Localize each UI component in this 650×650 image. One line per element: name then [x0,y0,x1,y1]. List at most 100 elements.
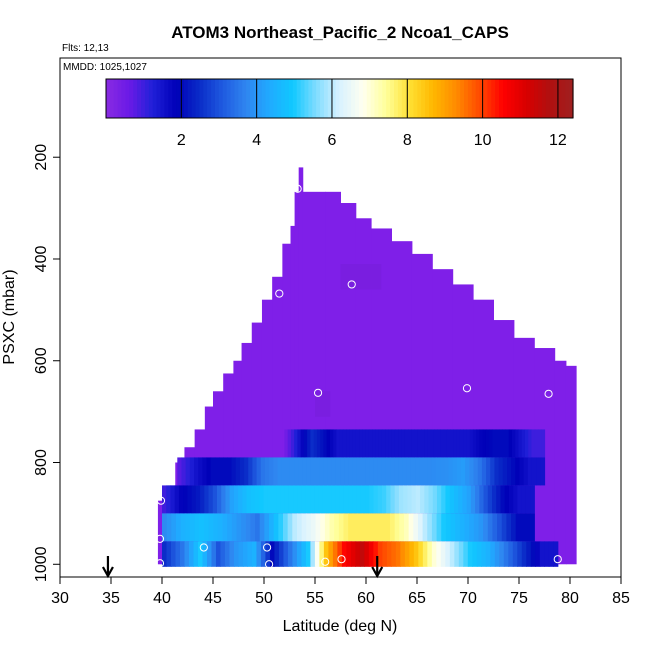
y-axis-label: PSXC (mbar) [1,269,18,364]
heat-cell [289,457,295,486]
colorbar-swatch [269,79,274,118]
heat-cell [476,429,481,458]
heat-cell [464,513,470,542]
heat-cell [443,429,448,458]
heat-cell [217,485,222,514]
heat-cell [350,541,356,567]
colorbar-swatch [374,79,380,118]
heat-cell [203,513,210,542]
heat-cell [280,485,286,514]
colorbar-swatch [242,79,247,118]
colorbar-swatch [148,79,154,118]
heat-cell [465,457,470,486]
heat-cell [445,541,451,567]
heat-cell [340,457,345,486]
sample-point [155,559,165,568]
heat-cell [469,457,475,486]
heat-cell [504,485,510,514]
heat-cell [382,541,388,567]
heat-cell [378,429,383,458]
heat-cell [175,513,182,542]
colorbar-tick-label: 10 [474,132,492,149]
heat-cell [301,485,307,514]
colorbar-swatch [238,79,243,118]
axes: 30 35 40 45 50 55 60 65 70 75 80 85 200 400 600 800 1000 [33,144,630,607]
heat-cell [331,457,337,486]
heat-cell [229,541,235,567]
heat-cell [419,457,425,486]
colorbar-tick-label: 4 [252,132,261,149]
heat-cell [517,541,523,567]
sample-point [265,560,274,569]
colorbar-swatch [467,79,473,118]
sample-point [313,388,323,397]
colorbar-swatch [296,79,302,118]
heat-cell [388,429,393,458]
heat-cell [455,513,461,542]
envelope-column [282,243,292,565]
heat-cell [506,457,512,486]
flight-marker-head [371,566,384,579]
heat-cell [431,541,437,567]
heat-cell [394,485,400,514]
heat-cell [290,429,295,458]
sample-point [156,496,166,505]
heat-cell [492,429,497,458]
heat-cell [336,429,341,458]
heat-cell [508,429,513,458]
colorbar-swatch [191,79,197,118]
heat-cell [502,457,508,486]
colorbar-swatch [479,79,485,118]
heat-cell [529,513,535,542]
colorbar-swatch [436,79,442,118]
sample-points [155,184,572,569]
heat-cell [501,513,507,542]
colorbar-swatch [545,79,551,118]
heat-cell [294,457,299,486]
heat-cell [458,485,463,514]
colorbar-swatch [172,79,177,118]
colorbar-swatch [323,79,329,118]
heat-cell [174,485,180,514]
heat-cell [202,541,208,567]
heat-cell [453,485,459,514]
heat-cell [189,457,195,486]
heat-cell [178,485,184,514]
heat-cell [329,429,334,458]
heat-cell [466,485,472,514]
heat-cell [476,541,482,567]
colorbar-swatch [304,79,309,118]
heat-cell [185,457,191,486]
heat-cell [483,513,489,542]
heat-cell [356,457,362,486]
heat-cell [300,429,305,458]
heat-cell [424,429,429,458]
heat-cell [252,457,258,486]
colorbar-swatch [355,79,360,118]
colorbar-swatch [510,79,516,118]
heat-cell [187,485,193,514]
heat-cell [357,513,363,542]
heat-cell [256,457,262,486]
heat-cell [206,457,212,486]
heat-cell [183,485,188,514]
colorbar-swatch [327,79,333,118]
colorbar-swatch [499,79,504,118]
y-tick-label: 1000 [33,546,50,582]
heat-cell [339,485,345,514]
colorbar-swatch [183,79,189,118]
heat-cell [259,485,265,514]
heat-cell [368,429,373,458]
colorbar-swatch [483,79,488,118]
envelope-column [298,167,304,565]
colorbar-swatch [129,79,134,118]
heat-cell [528,429,533,458]
heat-cell [166,541,172,567]
colorbar-swatch [537,79,543,118]
heat-cell [511,457,516,486]
colorbar-swatch [491,79,496,118]
x-tick-label: 50 [255,590,273,607]
heat-cell [418,541,424,567]
heat-cell [310,429,315,458]
heat-cell [277,457,283,486]
